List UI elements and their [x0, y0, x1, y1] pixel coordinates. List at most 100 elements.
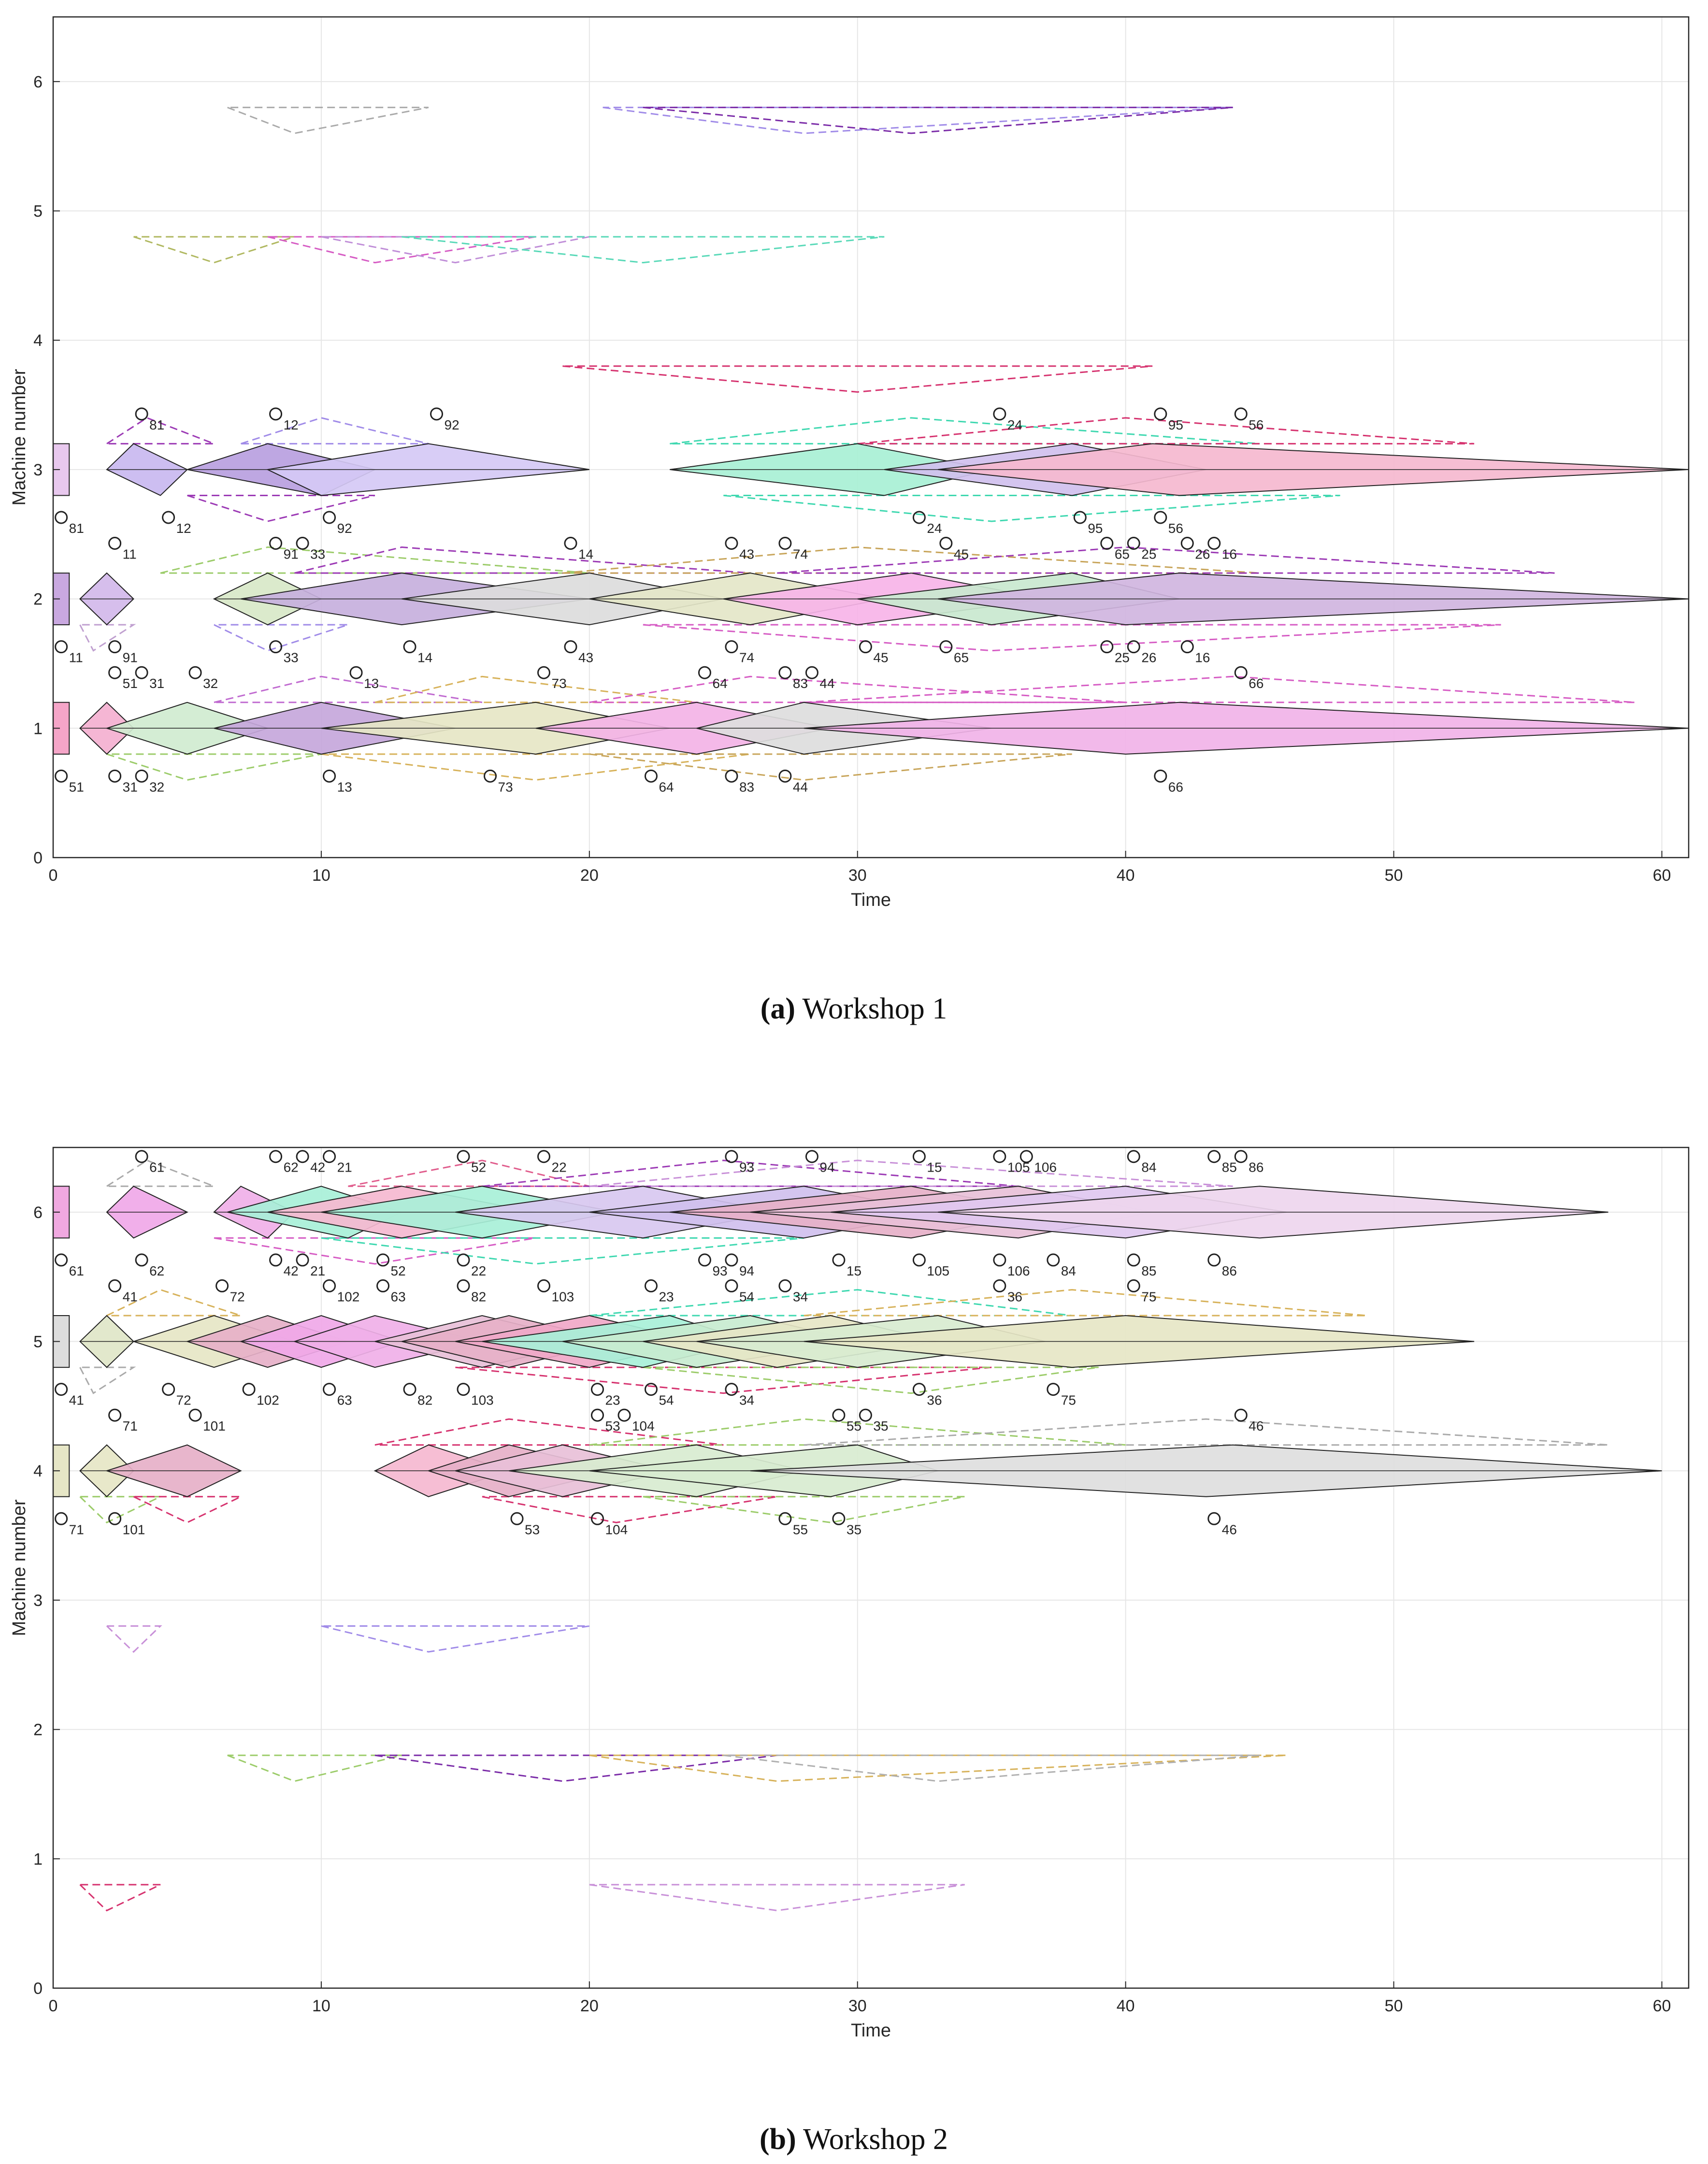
operation-marker — [725, 640, 738, 654]
operation-label: 24 — [1007, 417, 1022, 432]
operation-label: 51 — [69, 779, 84, 794]
operation-label: 46 — [1249, 1419, 1263, 1433]
operation-marker — [1019, 1150, 1033, 1163]
x-tick-label: 20 — [580, 866, 599, 885]
operation-marker — [457, 1279, 470, 1292]
y-tick-label: 5 — [33, 1333, 43, 1351]
dashed-path-machine-5 — [804, 1289, 1367, 1317]
operation-label: 63 — [337, 1393, 352, 1408]
operation-label: 42 — [310, 1160, 325, 1175]
operation-label: 35 — [873, 1419, 888, 1433]
operation-marker — [805, 666, 818, 679]
operation-label: 71 — [69, 1522, 84, 1537]
operation-label: 83 — [739, 779, 754, 794]
operation-marker — [376, 1253, 390, 1267]
dashed-path-machine-6 — [482, 1160, 1019, 1187]
dashed-path-machine-5 — [402, 236, 885, 264]
operation-marker — [1234, 666, 1248, 679]
operation-label: 16 — [1222, 547, 1237, 562]
y-tick-label: 4 — [33, 331, 43, 350]
operation-marker — [939, 537, 953, 550]
operation-label: 23 — [605, 1393, 620, 1408]
operation-label: 81 — [69, 521, 84, 536]
y-tick-label: 1 — [33, 719, 43, 738]
operation-marker — [832, 1408, 846, 1422]
y-tick-label: 6 — [33, 73, 43, 91]
operation-label: 106 — [1007, 1263, 1030, 1278]
operation-label: 23 — [659, 1289, 674, 1304]
dashed-path-machine-6 — [348, 1160, 590, 1187]
dashed-path-machine-5 — [133, 236, 295, 264]
operation-marker — [617, 1408, 631, 1422]
operation-label: 74 — [739, 650, 754, 665]
operation-marker — [108, 640, 122, 654]
x-tick-label: 10 — [312, 866, 330, 885]
operation-label: 81 — [149, 417, 164, 432]
operation-label: 103 — [552, 1289, 574, 1304]
dashed-path-machine-2 — [214, 624, 348, 652]
operation-label: 14 — [578, 547, 593, 562]
operation-marker — [1207, 537, 1221, 550]
operation-marker — [135, 769, 148, 783]
operation-label: 31 — [149, 676, 164, 691]
operation-marker — [108, 1279, 122, 1292]
operation-marker — [698, 666, 711, 679]
operation-marker — [1207, 1512, 1221, 1525]
operation-marker — [725, 769, 738, 783]
dashed-path-machine-3 — [106, 1625, 162, 1653]
operation-marker — [55, 640, 68, 654]
operation-marker — [590, 1408, 604, 1422]
operation-label: 104 — [632, 1419, 655, 1433]
operation-marker — [108, 1408, 122, 1422]
operation-label: 65 — [954, 650, 969, 665]
operation-label: 53 — [605, 1419, 620, 1433]
operation-label: 64 — [712, 676, 727, 691]
operation-marker — [1234, 1150, 1248, 1163]
operation-marker — [778, 666, 792, 679]
operation-label: 92 — [445, 417, 459, 432]
dashed-path-machine-5 — [455, 1366, 992, 1394]
operation-label: 45 — [954, 547, 969, 562]
operation-label: 106 — [1034, 1160, 1057, 1175]
x-tick-label: 30 — [848, 866, 867, 885]
operation-marker — [1180, 537, 1194, 550]
operation-label: 105 — [927, 1263, 949, 1278]
operation-label: 24 — [927, 521, 942, 536]
dashed-path-machine-2 — [723, 1754, 1260, 1782]
dashed-path-machine-1 — [804, 675, 1636, 703]
operation-marker — [108, 769, 122, 783]
operation-label: 66 — [1168, 779, 1183, 794]
operation-label: 44 — [819, 676, 834, 691]
y-tick-label: 6 — [33, 1204, 43, 1222]
operation-label: 13 — [364, 676, 379, 691]
operation-marker — [537, 1150, 550, 1163]
operation-marker — [564, 537, 577, 550]
operation-label: 86 — [1222, 1263, 1237, 1278]
operation-marker — [644, 1279, 658, 1292]
operation-label: 85 — [1222, 1160, 1237, 1175]
operation-label: 56 — [1168, 521, 1183, 536]
operation-label: 22 — [471, 1263, 486, 1278]
operation-label: 71 — [123, 1419, 138, 1433]
operation-marker — [537, 1279, 550, 1292]
dashed-path-machine-2 — [562, 546, 1260, 574]
operation-label: 62 — [149, 1263, 164, 1278]
operation-marker — [725, 537, 738, 550]
operation-label: 55 — [793, 1522, 808, 1537]
operation-marker — [993, 1150, 1006, 1163]
operation-marker — [1234, 1408, 1248, 1422]
operation-label: 52 — [471, 1160, 486, 1175]
operation-marker — [376, 1279, 390, 1292]
operation-label: 61 — [69, 1263, 84, 1278]
operation-label: 62 — [284, 1160, 299, 1175]
operation-label: 11 — [69, 650, 83, 665]
operation-marker — [269, 407, 283, 421]
dashed-path-machine-3 — [106, 417, 215, 444]
operation-marker — [1100, 640, 1114, 654]
operation-label: 61 — [149, 1160, 164, 1175]
y-tick-label: 2 — [33, 1721, 43, 1739]
operation-label: 85 — [1141, 1263, 1156, 1278]
